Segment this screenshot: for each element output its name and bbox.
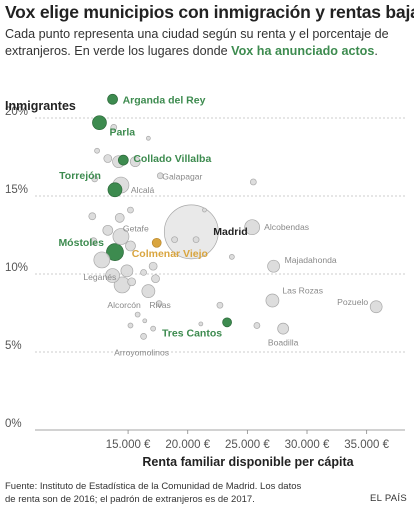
point-municipio	[110, 124, 118, 131]
y-tick-label: 5%	[5, 340, 22, 352]
chart-subtitle: Cada punto representa una ciudad según s…	[5, 26, 409, 60]
subtitle-main: Cada punto representa una ciudad según s…	[5, 27, 389, 58]
point-madrid	[163, 204, 219, 260]
point-municipio	[155, 300, 163, 307]
point-alcobendas	[244, 219, 260, 236]
point-rivas	[141, 284, 156, 299]
point-municipio	[125, 240, 136, 252]
x-tick-label: 15.000 €	[106, 439, 151, 451]
x-tick-label: 35.000 €	[344, 439, 389, 451]
y-tick-label: 20%	[5, 106, 28, 118]
point-municipio	[216, 301, 224, 309]
point-mostoles	[106, 243, 124, 262]
source-note: Fuente: Instituto de Estadística de la C…	[5, 481, 302, 505]
point-municipio	[129, 156, 141, 168]
point-municipio	[120, 264, 134, 278]
y-tick-label: 10%	[5, 262, 28, 274]
label-tres-cantos: Tres Cantos	[162, 327, 222, 339]
point-municipio	[88, 212, 97, 221]
label-rivas: Rivas	[149, 300, 171, 310]
point-municipio	[102, 224, 114, 236]
label-collado-villalba: Collado Villalba	[133, 153, 211, 165]
point-pozuelo	[369, 300, 383, 314]
point-tres-cantos	[222, 317, 232, 328]
label-las-rozas: Las Rozas	[282, 286, 323, 296]
point-municipio	[142, 318, 148, 324]
point-majadahonda	[267, 259, 280, 273]
point-collado-villalba	[117, 154, 129, 166]
point-torrejon	[107, 182, 123, 198]
point-labels: Madrid Arganda del Rey Parla Collado Villal…	[58, 94, 368, 357]
point-municipio	[150, 325, 156, 332]
y-tick-label: 15%	[5, 184, 28, 196]
label-colmenar-viejo: Colmenar Viejo	[132, 248, 208, 260]
label-getafe: Getafe	[123, 224, 149, 234]
label-arroyomolinos: Arroyomolinos	[114, 347, 169, 357]
point-municipio	[249, 178, 257, 186]
y-tick-label: 0%	[5, 418, 22, 430]
label-leganes: Leganés	[83, 272, 116, 282]
point-municipio	[151, 274, 160, 284]
label-parla: Parla	[109, 127, 135, 139]
label-boadilla: Boadilla	[268, 338, 299, 348]
point-municipio	[229, 253, 235, 260]
data-points	[88, 93, 383, 340]
chart-title: Vox elige municipios con inmigración y r…	[5, 2, 414, 22]
point-arroyomolinos	[140, 333, 147, 340]
point-arganda-del-rey	[107, 93, 118, 105]
label-pozuelo: Pozuelo	[337, 297, 368, 307]
subtitle-end: .	[374, 44, 378, 58]
point-municipio	[192, 236, 200, 244]
point-municipio	[146, 135, 151, 141]
label-arganda-del-rey: Arganda del Rey	[123, 94, 206, 106]
x-axis-label: Renta familiar disponible per cápita	[142, 455, 354, 469]
point-municipio	[127, 277, 137, 287]
x-tick-labels: 15.000 € 20.000 € 25.000 € 30.000 € 35.000 €	[106, 439, 390, 451]
x-tick-label: 25.000 €	[225, 439, 270, 451]
point-municipio	[103, 154, 113, 163]
point-municipio	[89, 237, 98, 246]
point-municipio	[91, 175, 99, 183]
point-municipio	[202, 207, 207, 213]
label-torrejon: Torrejón	[59, 170, 101, 182]
point-municipio	[148, 261, 158, 271]
point-municipio	[134, 311, 141, 318]
point-municipio	[253, 322, 261, 329]
y-axis-label: Inmigrantes	[5, 99, 76, 113]
x-tick-label: 20.000 €	[165, 439, 210, 451]
brand-logo: EL PAÍS	[370, 493, 407, 504]
point-boadilla	[277, 322, 290, 335]
label-mostoles: Móstoles	[58, 237, 104, 249]
point-getafe	[112, 228, 130, 245]
point-municipio	[198, 321, 204, 327]
y-tick-labels: 0% 5% 10% 15% 20%	[5, 106, 28, 430]
point-parla	[92, 115, 107, 131]
point-municipio	[127, 322, 134, 329]
point-municipio	[140, 269, 147, 276]
point-municipio	[94, 147, 100, 154]
label-madrid: Madrid	[213, 226, 247, 238]
label-alcorcon: Alcorcón	[107, 300, 141, 310]
point-municipio	[114, 212, 125, 223]
label-majadahonda: Majadahonda	[285, 255, 337, 265]
point-municipio	[171, 236, 178, 244]
point-colmenar-viejo	[151, 237, 162, 248]
point-municipio	[127, 206, 134, 214]
label-alcala: Alcalá	[131, 185, 155, 195]
point-galapagar	[156, 172, 164, 180]
point-leganes	[93, 251, 111, 269]
point-municipio	[105, 268, 120, 283]
point-las-rozas	[265, 293, 280, 308]
x-tick-label: 30.000 €	[285, 439, 330, 451]
label-alcobendas: Alcobendas	[264, 222, 309, 232]
label-galapagar: Galapagar	[162, 172, 202, 182]
subtitle-highlight: Vox ha anunciado actos	[231, 44, 375, 58]
